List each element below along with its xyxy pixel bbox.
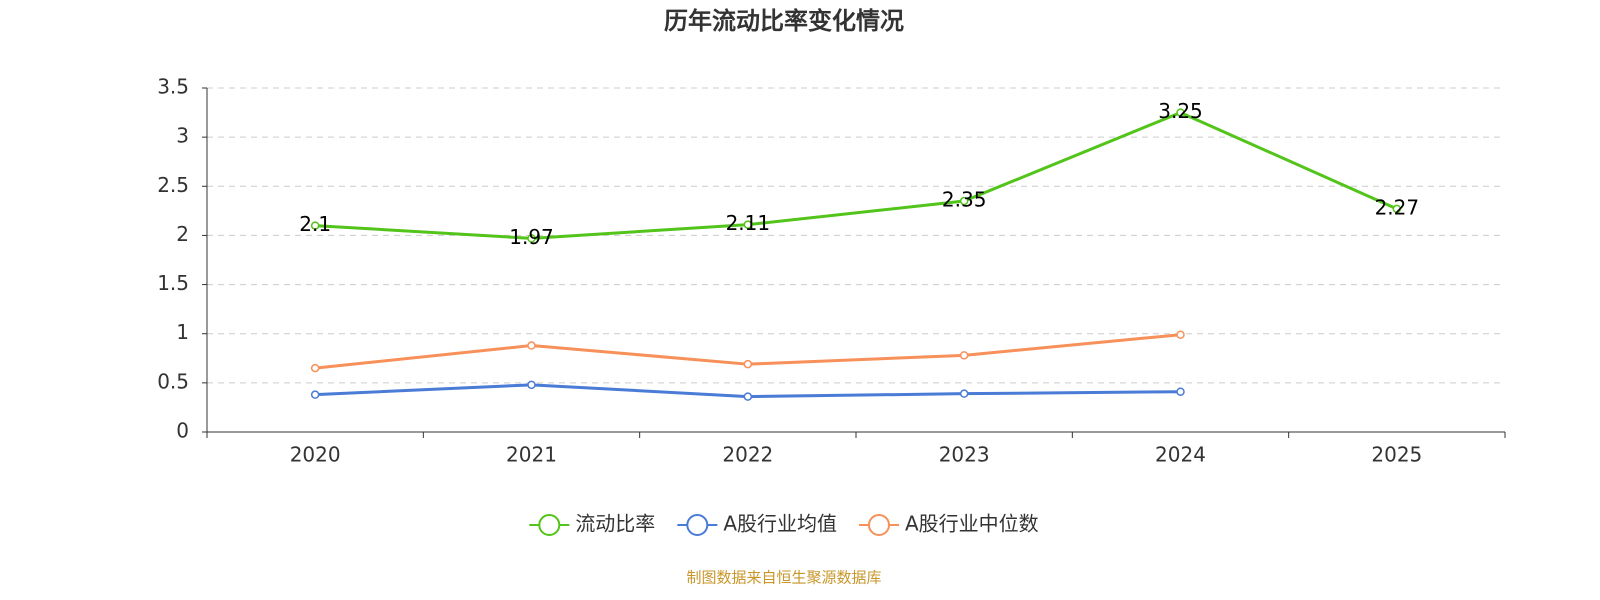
legend-marker xyxy=(868,514,890,536)
y-tick-label: 1.5 xyxy=(157,271,189,295)
x-tick-label: 2024 xyxy=(1155,443,1206,467)
data-label: 2.11 xyxy=(726,211,771,235)
data-point xyxy=(959,351,969,360)
data-point xyxy=(743,359,753,369)
source-note: 制图数据来自恒生聚源数据库 xyxy=(686,569,881,587)
legend-marker xyxy=(538,514,561,536)
chart-title: 历年流动比率变化情况 xyxy=(664,7,904,35)
legend-label: A股行业均值 xyxy=(723,512,837,536)
data-point xyxy=(1176,387,1185,396)
data-point xyxy=(743,392,753,401)
series-line xyxy=(315,110,1398,240)
data-point xyxy=(310,390,320,399)
legend-label: A股行业中位数 xyxy=(905,512,1039,536)
data-point xyxy=(1176,330,1185,339)
data-label: 2.1 xyxy=(299,212,331,236)
data-point xyxy=(310,363,320,373)
data-label: 2.35 xyxy=(942,188,987,212)
data-label: 2.27 xyxy=(1375,195,1420,219)
x-tick-label: 2023 xyxy=(939,443,990,467)
data-point xyxy=(310,221,320,230)
data-label: 3.25 xyxy=(1158,99,1203,123)
y-tick-label: 0.5 xyxy=(157,369,189,393)
legend-label: 流动比率 xyxy=(575,512,655,536)
legend: 流动比率 A股行业均值 A股行业中位数 xyxy=(529,512,1039,536)
x-tick-label: 2021 xyxy=(506,443,557,467)
legend-marker xyxy=(686,514,709,536)
data-point xyxy=(1176,108,1185,117)
data-point xyxy=(959,389,969,398)
data-point xyxy=(743,220,753,229)
y-tick-label: 2.5 xyxy=(157,173,189,197)
y-tick-label: 3 xyxy=(176,124,189,148)
x-tick-label: 2022 xyxy=(722,443,773,467)
y-tick-label: 0 xyxy=(176,419,189,443)
data-point xyxy=(527,234,536,243)
data-point xyxy=(959,196,969,206)
y-tick-label: 1 xyxy=(176,320,189,344)
data-point xyxy=(1392,204,1402,214)
y-tick-label: 2 xyxy=(176,222,189,246)
data-point xyxy=(527,341,536,350)
x-tick-label: 2025 xyxy=(1371,443,1422,467)
y-tick-label: 3.5 xyxy=(157,75,189,99)
x-tick-label: 2020 xyxy=(290,443,341,467)
data-point xyxy=(527,380,536,390)
data-label: 1.97 xyxy=(509,225,554,249)
